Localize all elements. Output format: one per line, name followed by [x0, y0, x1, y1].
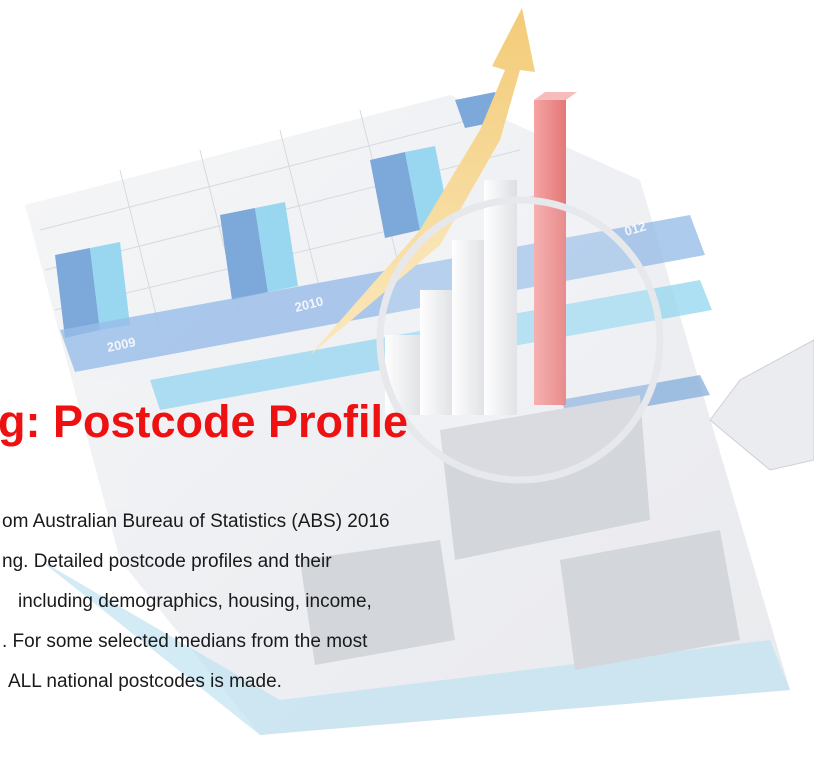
arrow: [310, 8, 535, 355]
body-line: ALL national postcodes is made.: [8, 671, 282, 692]
magnifier-lens: [376, 196, 664, 484]
body-line: om Australian Bureau of Statistics (ABS)…: [2, 511, 390, 532]
body-line: including demographics, housing, income,: [18, 591, 372, 612]
body-line: ng. Detailed postcode profiles and their: [2, 551, 332, 572]
illustration-label: 2010: [293, 293, 325, 315]
paper-edge: [40, 560, 790, 735]
illustration-label: 012: [623, 218, 648, 238]
white-bars: [385, 92, 577, 415]
illustration: 2009 2010 012: [25, 8, 814, 735]
heading: g: Postcode Profile: [0, 396, 408, 447]
magnifier-handle: [709, 339, 814, 471]
illustration-label: 2009: [106, 334, 137, 355]
body-line: . For some selected medians from the mos…: [2, 631, 368, 652]
